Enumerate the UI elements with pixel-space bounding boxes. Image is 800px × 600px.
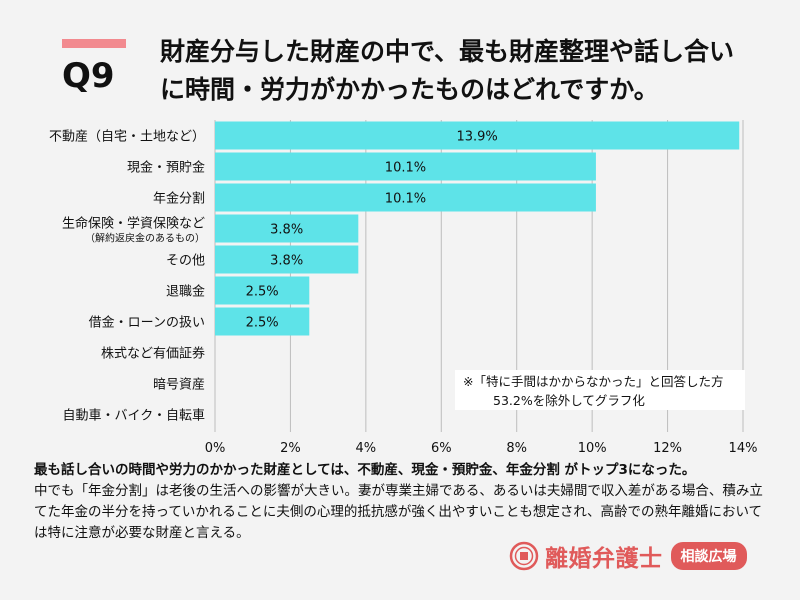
- x-tick-label-5: 10%: [578, 441, 607, 455]
- data-label-3: 3.8%: [270, 223, 303, 238]
- bar-5: [215, 276, 310, 305]
- category-label-8: 暗号資産: [153, 377, 205, 393]
- x-tick-label-1: 2%: [280, 441, 301, 455]
- x-tick-label-0: 0%: [205, 441, 226, 455]
- x-tick-label-2: 4%: [356, 441, 377, 455]
- data-label-4: 3.8%: [270, 254, 303, 269]
- question-title: 財産分与した財産の中で、最も財産整理や話し合い に時間・労力がかかったものはどれ…: [160, 33, 780, 109]
- x-tick-label-3: 6%: [431, 441, 452, 455]
- category-label-2: 年金分割: [153, 191, 205, 207]
- data-label-6: 2.5%: [246, 316, 279, 331]
- summary-text: 最も話し合いの時間や労力のかかった財産としては、不動産、現金・預貯金、年金分割 …: [34, 460, 774, 544]
- x-tick-label-6: 12%: [653, 441, 682, 455]
- bar-3: [215, 214, 359, 243]
- category-label-5: 退職金: [166, 284, 205, 300]
- brand-badge: 相談広場: [670, 542, 747, 570]
- bar-1: [215, 152, 596, 181]
- category-label-0: 不動産（自宅・土地など）: [49, 129, 205, 145]
- category-label-1: 現金・預貯金: [127, 160, 205, 176]
- data-label-0: 13.9%: [456, 130, 497, 145]
- question-title-line1: 財産分与した財産の中で、最も財産整理や話し合い: [160, 37, 735, 66]
- brand-logo: 離婚弁護士 相談広場: [509, 538, 747, 574]
- brand-name: 離婚弁護士: [545, 546, 663, 572]
- x-tick-label-7: 14%: [729, 441, 758, 455]
- bar-4: [215, 245, 359, 274]
- data-label-1: 10.1%: [385, 161, 426, 176]
- bar-chart: 0% 2% 4% 6% 8% 10% 12% 14% 不動産（自宅・土地など） 13.9% 現金・預…: [49, 120, 758, 455]
- category-label-4: その他: [166, 254, 205, 269]
- chart-note: ※「特に手間はかからなかった」と回答した方 53.2%を除外してグラフ化: [455, 370, 745, 410]
- bar-0: [215, 121, 740, 150]
- data-label-2: 10.1%: [385, 192, 426, 207]
- category-sublabel-3: （解約返戻金のあるもの）: [85, 232, 205, 245]
- chart-note-line2: 53.2%を除外してグラフ化: [493, 393, 645, 408]
- bar-6: [215, 307, 310, 336]
- bar-2: [215, 183, 596, 212]
- category-label-7: 株式など有価証券: [101, 346, 205, 362]
- question-number: Q9: [62, 56, 115, 96]
- question-accent-bar: [62, 39, 126, 48]
- category-label-9: 自動車・バイク・自転車: [63, 409, 205, 424]
- category-label-3: 生命保険・学資保険など: [62, 216, 205, 232]
- x-tick-label-4: 8%: [506, 441, 527, 455]
- summary-body: 中でも「年金分割」は老後の生活への影響が大きい。妻が専業主婦である、あるいは夫婦…: [34, 483, 763, 541]
- brand-seal-icon: [509, 541, 539, 571]
- category-label-6: 借金・ローンの扱い: [89, 315, 205, 331]
- chart-note-line1: ※「特に手間はかからなかった」と回答した方: [463, 374, 724, 389]
- data-label-5: 2.5%: [246, 285, 279, 300]
- summary-headline: 最も話し合いの時間や労力のかかった財産としては、不動産、現金・預貯金、年金分割 …: [34, 462, 696, 478]
- question-title-line2: に時間・労力がかかったものはどれですか。: [160, 75, 659, 104]
